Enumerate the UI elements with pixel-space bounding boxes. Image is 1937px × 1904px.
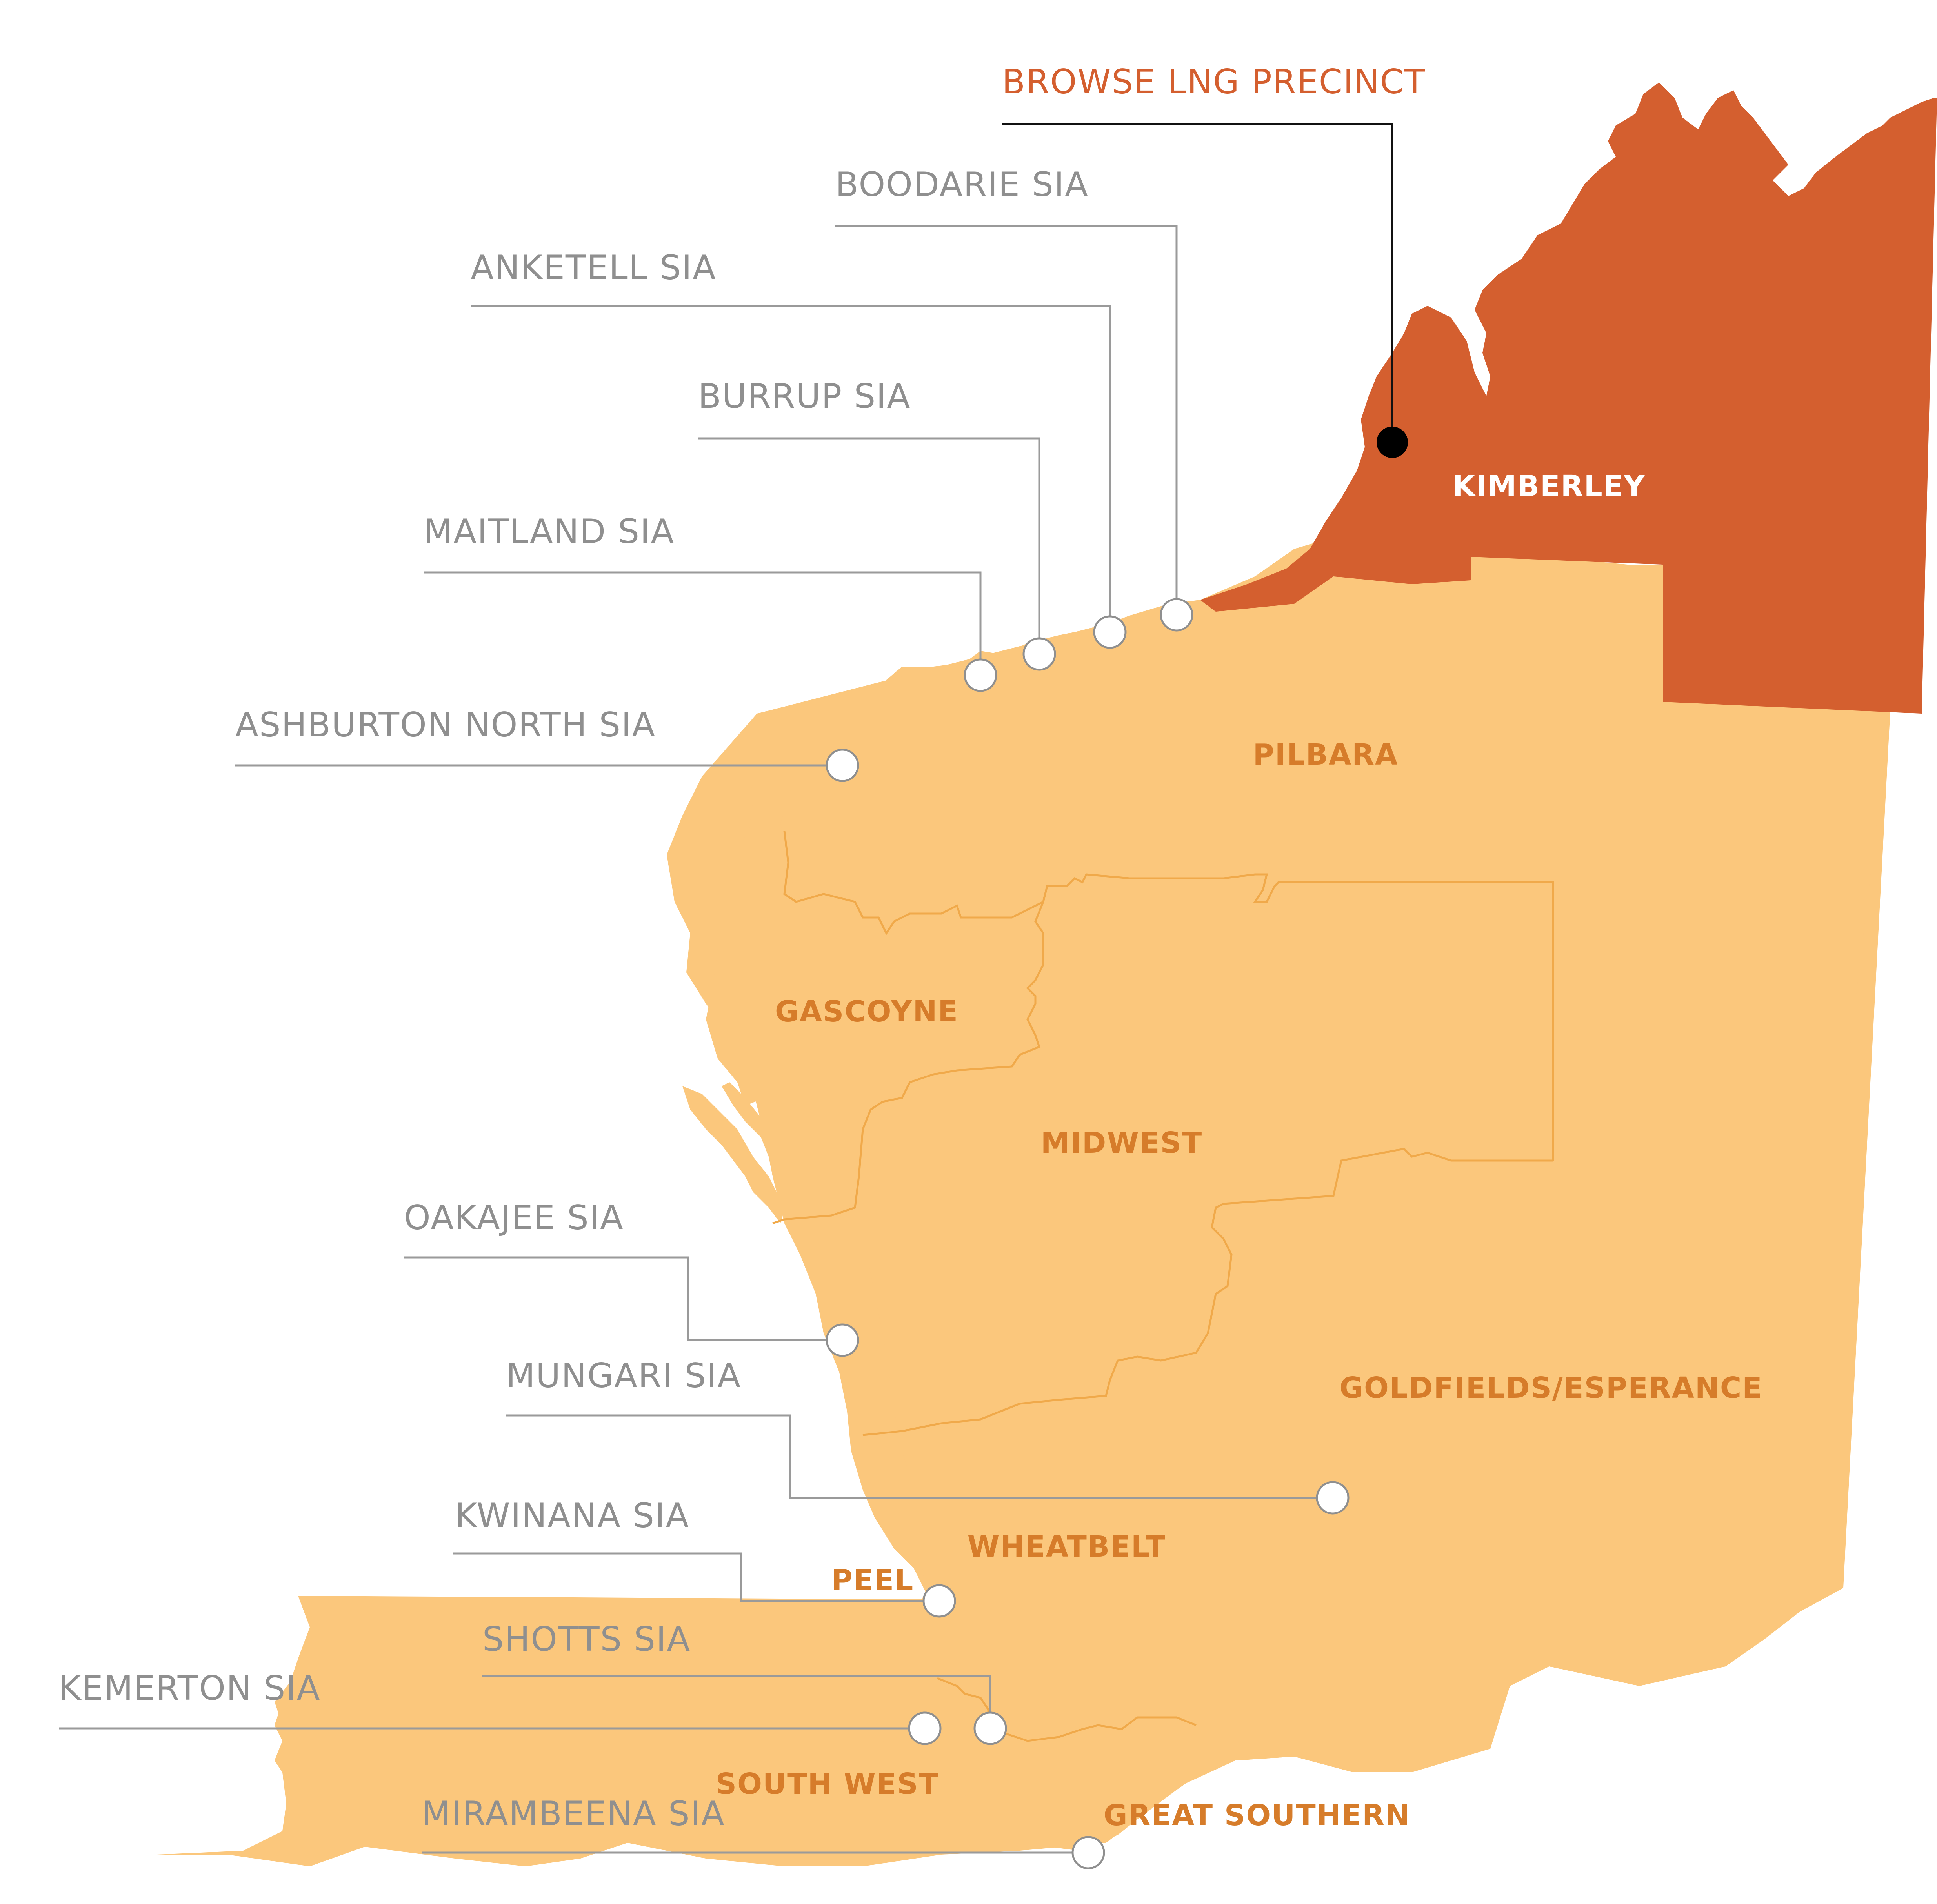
marker-boodarie[interactable] — [1160, 598, 1193, 632]
marker-mirambeena[interactable] — [1071, 1836, 1105, 1869]
site-ashburton-north-sia[interactable]: ASHBURTON NORTH SIA — [235, 705, 859, 782]
marker-anketell[interactable] — [1093, 615, 1127, 649]
site-label-boodarie: BOODARIE SIA — [835, 165, 1089, 204]
leader-line-browse — [1002, 123, 1393, 442]
site-label-anketell: ANKETELL SIA — [471, 248, 717, 287]
site-shotts-sia[interactable]: SHOTTS SIA — [482, 1620, 1007, 1745]
gascoyne-midwest-boundary — [772, 901, 1044, 1225]
marker-ashburton[interactable] — [826, 749, 859, 782]
site-mirambeena-sia[interactable]: MIRAMBEENA SIA — [422, 1794, 1105, 1869]
region-label-kimberley: KIMBERLEY — [1453, 469, 1646, 503]
site-maitland-sia[interactable]: MAITLAND SIA — [424, 512, 997, 692]
marker-kemerton[interactable] — [908, 1711, 942, 1745]
leader-line-kwinana — [453, 1552, 939, 1602]
leader-line-boodarie — [835, 225, 1178, 615]
site-boodarie-sia[interactable]: BOODARIE SIA — [835, 165, 1193, 632]
marker-burrup[interactable] — [1022, 637, 1056, 671]
marker-browse[interactable] — [1377, 427, 1408, 458]
leader-line-mungari — [506, 1414, 1333, 1499]
midwest-goldfields-boundary — [862, 1148, 1553, 1436]
shark-bay-peninsula-2 — [722, 1082, 788, 1176]
marker-oakajee[interactable] — [826, 1323, 859, 1357]
site-label-shotts: SHOTTS SIA — [482, 1620, 691, 1659]
site-label-ashburton: ASHBURTON NORTH SIA — [235, 705, 656, 745]
site-kwinana-sia[interactable]: KWINANA SIA — [453, 1496, 956, 1618]
site-label-maitland: MAITLAND SIA — [424, 512, 675, 551]
region-label-wheatbelt: WHEATBELT — [968, 1530, 1166, 1564]
marker-shotts[interactable] — [973, 1711, 1007, 1745]
marker-maitland[interactable] — [964, 658, 997, 692]
leader-line-burrup — [698, 437, 1040, 654]
site-label-oakajee: OAKAJEE SIA — [404, 1198, 624, 1237]
site-burrup-sia[interactable]: BURRUP SIA — [698, 377, 1056, 671]
site-label-kemerton: KEMERTON SIA — [59, 1669, 320, 1708]
region-label-gascoyne: GASCOYNE — [775, 995, 958, 1028]
site-anketell-sia[interactable]: ANKETELL SIA — [471, 248, 1127, 649]
leader-line-anketell — [471, 305, 1111, 632]
region-label-south-west: SOUTH WEST — [716, 1767, 939, 1801]
region-label-pilbara: PILBARA — [1253, 738, 1399, 772]
site-oakajee-sia[interactable]: OAKAJEE SIA — [404, 1198, 859, 1357]
site-kemerton-sia[interactable]: KEMERTON SIA — [59, 1669, 942, 1745]
region-label-midwest: MIDWEST — [1041, 1126, 1203, 1160]
shark-bay-peninsula — [682, 1086, 784, 1223]
marker-mungari[interactable] — [1316, 1481, 1350, 1515]
cape-peninsula — [729, 776, 753, 847]
site-mungari-sia[interactable]: MUNGARI SIA — [506, 1356, 1350, 1515]
region-label-great-southern: GREAT SOUTHERN — [1104, 1799, 1410, 1832]
kimberley-region — [1200, 82, 1937, 714]
site-browse-lng-precinct[interactable]: BROWSE LNG PRECINCT — [1002, 62, 1426, 458]
south-west-boundary — [1004, 1716, 1197, 1742]
leader-line-shotts — [482, 1675, 991, 1728]
marker-kwinana[interactable] — [922, 1584, 956, 1618]
site-label-burrup: BURRUP SIA — [698, 377, 911, 416]
gascoyne-coast — [706, 784, 796, 1106]
site-label-mungari: MUNGARI SIA — [506, 1356, 741, 1395]
leader-line-oakajee — [404, 1256, 842, 1341]
site-label-mirambeena: MIRAMBEENA SIA — [422, 1794, 725, 1833]
leader-line-maitland — [424, 571, 982, 675]
southern-land — [765, 1098, 1843, 1851]
site-label-kwinana: KWINANA SIA — [455, 1496, 689, 1535]
west-coast-land — [757, 565, 1890, 1102]
region-label-peel: PEEL — [831, 1563, 914, 1597]
region-label-goldfields-esperance: GOLDFIELDS/ESPERANCE — [1339, 1371, 1762, 1405]
site-label-browse: BROWSE LNG PRECINCT — [1002, 62, 1426, 102]
